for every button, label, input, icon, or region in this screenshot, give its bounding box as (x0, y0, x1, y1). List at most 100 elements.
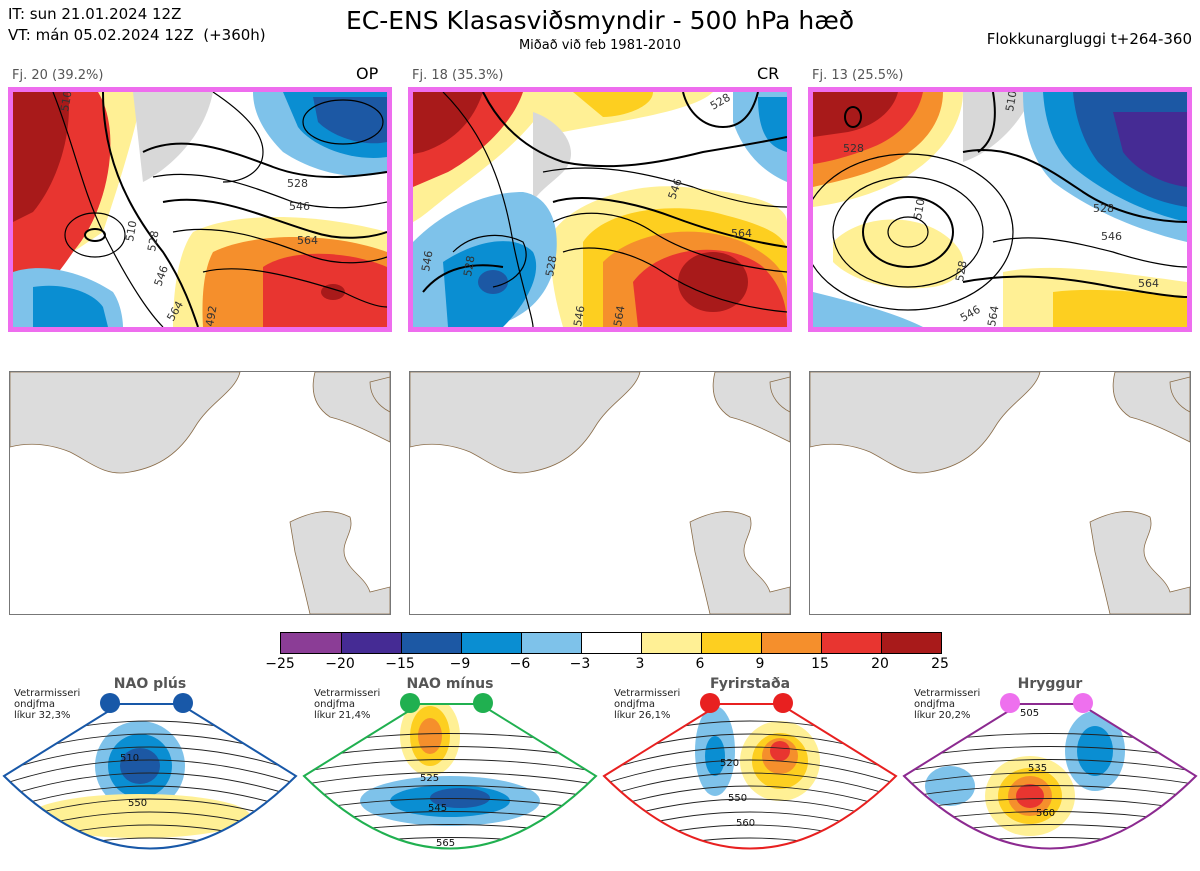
contour-label: 564 (297, 234, 318, 247)
cluster-1-map: 528 546 564 510 528 546 564 492 510 (8, 87, 392, 332)
contour-label: 528 (843, 142, 864, 155)
valid-time: VT: mán 05.02.2024 12Z (+360h) (8, 26, 266, 44)
regime-probability-note: Vetrarmisseri ondjfma líkur 21,4% (314, 688, 381, 721)
colorbar-swatch (821, 633, 881, 653)
contour-label: 528 (145, 230, 161, 253)
anomaly-blob (925, 766, 975, 806)
height-contour (4, 837, 296, 849)
header-times: IT: sun 21.01.2024 12Z VT: mán 05.02.2024… (8, 4, 266, 46)
height-contour (304, 785, 596, 799)
colorbar-tick-label: −25 (265, 656, 295, 672)
regime-frame (2, 703, 298, 850)
anomaly-blob (418, 718, 442, 754)
anomaly-fill (813, 92, 1187, 327)
colorbar-swatch (461, 633, 521, 653)
height-contour (900, 851, 1200, 864)
cluster-1-label: Fj. 20 (39.2%) (12, 68, 104, 83)
contour-label: 564 (1138, 277, 1159, 290)
classification-window: Flokkunargluggi t+264-360 (986, 30, 1192, 48)
anomaly-blob (705, 736, 725, 776)
height-contour (604, 772, 896, 799)
colorbar-swatch (761, 633, 821, 653)
regime-frame (602, 703, 898, 850)
height-contour (4, 785, 296, 812)
anomaly-blob (1010, 851, 1040, 861)
height-contour (4, 772, 296, 799)
regime-contour-label: 520 (720, 758, 739, 769)
height-contour (4, 759, 296, 786)
height-contour (904, 733, 1196, 747)
empty-map-1 (9, 371, 391, 615)
height-contour (4, 746, 296, 773)
colorbar-swatch (581, 633, 641, 653)
regime-frame (902, 703, 1198, 850)
regime-contour-label: 550 (128, 798, 147, 809)
anomaly-blob (770, 741, 790, 761)
contour-label: 546 (152, 264, 171, 288)
contour-label: 546 (289, 200, 310, 213)
regime-title: Fyrirstaða (709, 676, 791, 692)
regime-marker-dot (1073, 693, 1093, 713)
land-outline (810, 372, 1190, 614)
regime-title: NAO mínus (406, 676, 494, 692)
height-contour (604, 746, 896, 773)
colorbar-tick-label: 3 (635, 656, 645, 672)
colorbar-tick-label: −20 (325, 656, 355, 672)
colorbar-tick-label: 15 (811, 656, 829, 672)
height-contour (304, 824, 596, 838)
land-outline (10, 372, 390, 614)
contour-label: 528 (953, 260, 969, 283)
regime-marker-dot (773, 693, 793, 713)
regime-marker-dot (700, 693, 720, 713)
height-contour (904, 759, 1196, 773)
anomaly-fill (13, 92, 387, 327)
height-contour (304, 759, 596, 773)
regime-contour-label: 550 (728, 793, 747, 804)
regime-title: NAO plús (113, 676, 187, 692)
regime-map: 505 535 560 (900, 693, 1200, 864)
regime-contour-label: 560 (736, 818, 755, 829)
colorbar-tick-label: 6 (695, 656, 705, 672)
height-contours (52, 92, 387, 327)
regime-contour-label: 545 (428, 803, 447, 814)
regime-marker-dot (100, 693, 120, 713)
regime-contour-label: 535 (1028, 763, 1047, 774)
regime-frame (302, 703, 598, 850)
regime-marker-dot (173, 693, 193, 713)
colorbar-swatch (641, 633, 701, 653)
colorbar (280, 632, 942, 654)
cluster-2-label: Fj. 18 (35.3%) (412, 68, 504, 83)
contour-label: 564 (611, 305, 627, 327)
height-contour (904, 772, 1196, 786)
cluster-3-map: 528 546 564 510 528 546 564 510 528 (808, 87, 1192, 332)
height-contour (904, 746, 1196, 760)
regime-contour-label: 560 (1036, 808, 1055, 819)
regime-probability-note: Vetrarmisseri ondjfma líkur 32,3% (14, 688, 81, 721)
colorbar-swatch (341, 633, 401, 653)
empty-map-3 (809, 371, 1191, 615)
contour-label: 546 (1101, 230, 1122, 243)
contour-label: 528 (543, 255, 559, 278)
anomaly-blob (1077, 726, 1113, 776)
height-contour (904, 785, 1196, 799)
regime-map: 510 550 (2, 693, 298, 850)
contour-label: 510 (911, 198, 927, 221)
cluster-2-map: 528 546 564 546 528 546 564 528 (408, 87, 792, 332)
colorbar-swatch (881, 633, 941, 653)
page-subtitle: Miðað við feb 1981-2010 (518, 38, 682, 53)
cluster-1-tag: OP (356, 64, 379, 83)
contour-label: 528 (1093, 202, 1114, 215)
regime-map: 525 545 565 (302, 693, 598, 850)
regime-contour-label: 510 (120, 753, 139, 764)
regime-marker-dot (1000, 693, 1020, 713)
colorbar-tick-label: −6 (509, 656, 531, 672)
contour-label: 510 (1003, 92, 1019, 113)
cluster-3-label: Fj. 13 (25.5%) (812, 68, 904, 83)
colorbar-tick-label: −15 (385, 656, 415, 672)
regime-probability-note: Vetrarmisseri ondjfma líkur 20,2% (914, 688, 981, 721)
contour-label: 546 (571, 305, 587, 327)
colorbar-tick-label: 20 (871, 656, 889, 672)
colorbar-swatch (401, 633, 461, 653)
colorbar-swatch (701, 633, 761, 653)
regime-probability-note: Vetrarmisseri ondjfma líkur 26,1% (614, 688, 681, 721)
